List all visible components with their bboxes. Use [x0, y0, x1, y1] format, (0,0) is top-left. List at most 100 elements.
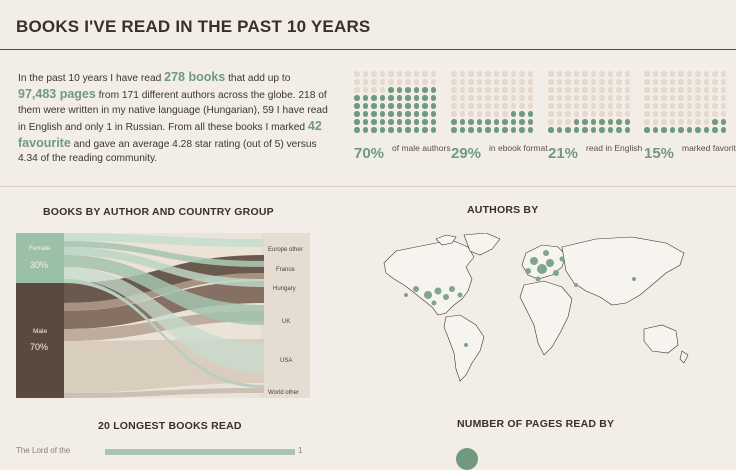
waffle-dot	[485, 71, 491, 77]
waffle-dot	[720, 87, 726, 93]
waffle-dot	[607, 87, 613, 93]
waffle-dot	[396, 127, 402, 133]
waffle-dot	[527, 111, 533, 117]
waffle-dot	[371, 127, 377, 133]
waffle-dot	[565, 95, 571, 101]
waffle-dot	[459, 111, 465, 117]
waffle-dot	[502, 87, 508, 93]
waffle-dot	[468, 111, 474, 117]
waffle-dot	[616, 71, 622, 77]
waffle-dot	[556, 103, 562, 109]
waffle-dot	[548, 95, 554, 101]
waffle-dot	[669, 95, 675, 101]
waffle-grid	[548, 71, 634, 133]
target-label: USA	[280, 358, 292, 364]
author-bubble	[464, 343, 468, 347]
pages-title: NUMBER OF PAGES READ BY	[457, 418, 615, 430]
waffle-dot	[695, 111, 701, 117]
waffle-dot	[422, 111, 428, 117]
waffle-dot	[405, 127, 411, 133]
waffle-label: read in English	[586, 142, 643, 153]
waffle-dot	[476, 71, 482, 77]
waffle-dot	[388, 87, 394, 93]
waffle-dot	[430, 87, 436, 93]
waffle-grid	[451, 71, 537, 133]
waffle-dot	[362, 95, 368, 101]
waffle-dot	[573, 79, 579, 85]
waffle-dot	[502, 71, 508, 77]
waffle-dot	[510, 87, 516, 93]
waffle-dot	[712, 111, 718, 117]
waffle-dot	[590, 79, 596, 85]
author-bubble	[530, 257, 538, 265]
africa-shape	[519, 280, 573, 356]
longest-books-title: 20 LONGEST BOOKS READ	[98, 420, 242, 432]
book-label: The Lord of the	[16, 446, 71, 455]
waffle-dot	[616, 111, 622, 117]
flow-female-uk	[64, 255, 264, 325]
waffle-grid	[354, 71, 440, 133]
waffle-dot	[652, 79, 658, 85]
waffle-dot	[703, 111, 709, 117]
waffle-dot	[695, 119, 701, 125]
waffle-dot	[362, 111, 368, 117]
waffle-dot	[590, 103, 596, 109]
waffle-dot	[607, 119, 613, 125]
waffle-dot	[607, 127, 613, 133]
waffle-dot	[396, 95, 402, 101]
waffle-dot	[661, 111, 667, 117]
waffle-dot	[510, 71, 516, 77]
waffle-dot	[607, 79, 613, 85]
waffle-dot	[430, 79, 436, 85]
target-label: World other	[268, 390, 299, 396]
waffle-dot	[485, 127, 491, 133]
waffle-dot	[624, 95, 630, 101]
waffle-dot	[485, 79, 491, 85]
waffle-percent: 29%	[451, 144, 482, 162]
waffle-dot	[652, 87, 658, 93]
waffle-dot	[459, 119, 465, 125]
waffle-dot	[695, 95, 701, 101]
waffle-dot	[354, 71, 360, 77]
waffle-dot	[451, 119, 457, 125]
waffle-dot	[712, 119, 718, 125]
waffle-dot	[712, 103, 718, 109]
waffle-dot	[510, 127, 516, 133]
waffle-dot	[527, 79, 533, 85]
waffle-dot	[405, 95, 411, 101]
waffle-dot	[362, 103, 368, 109]
author-bubble	[553, 270, 559, 276]
waffle-dot	[607, 103, 613, 109]
waffle-dot	[644, 79, 650, 85]
waffle-dot	[712, 79, 718, 85]
waffle-dot	[405, 103, 411, 109]
flow-female-usa	[64, 267, 264, 373]
waffle-dot	[565, 103, 571, 109]
book-rank: 1	[298, 446, 303, 455]
waffle-dot	[644, 71, 650, 77]
waffle-dot	[703, 87, 709, 93]
waffle-dot	[624, 103, 630, 109]
waffle-dot	[396, 119, 402, 125]
waffle-dot	[371, 119, 377, 125]
waffle-dot	[413, 79, 419, 85]
waffle-dot	[354, 79, 360, 85]
waffle-dot	[573, 111, 579, 117]
source-female-bar	[16, 233, 64, 283]
waffle-dot	[519, 127, 525, 133]
asia-shape	[561, 236, 685, 306]
waffle-dot	[379, 103, 385, 109]
author-bubble	[559, 256, 565, 262]
waffle-dot	[379, 87, 385, 93]
waffle-dot	[468, 87, 474, 93]
waffle-dot	[430, 71, 436, 77]
waffle-dot	[510, 79, 516, 85]
waffle-dot	[459, 71, 465, 77]
waffle-dot	[607, 95, 613, 101]
books-count: 278 books	[164, 70, 226, 84]
waffle-dot	[476, 111, 482, 117]
waffle-dot	[573, 71, 579, 77]
waffle-dot	[502, 103, 508, 109]
waffle-dot	[468, 79, 474, 85]
waffle-dot	[459, 87, 465, 93]
